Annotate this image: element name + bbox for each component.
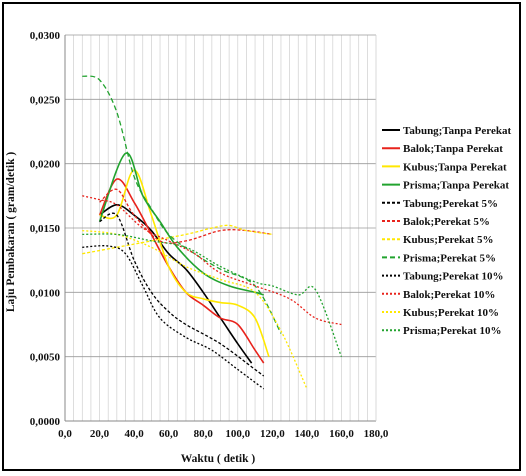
legend-label-tabung-tanpa-perekat: Tabung;Tanpa Perekat xyxy=(403,125,511,137)
x-tick-label: 60,0 xyxy=(159,428,179,440)
legend-label-prisma-perekat-5: Prisma;Perekat 5% xyxy=(403,252,496,264)
x-tick-label: 180,0 xyxy=(364,428,389,440)
x-tick-label: 20,0 xyxy=(90,428,110,440)
series-line-prisma-perekat-10 xyxy=(82,233,343,357)
chart-ticks: 0,0 20,0 40,0 60,0 80,0 100,0 120,0 140,0 160,0 1… xyxy=(30,30,389,440)
y-tick-label: 0,0050 xyxy=(30,352,61,364)
legend-label-balok-perekat-10: Balok;Perekat 10% xyxy=(403,289,495,301)
chart-frame xyxy=(2,2,521,471)
legend-label-prisma-perekat-10: Prisma;Perekat 10% xyxy=(403,325,501,337)
legend-label-tabung-perekat-10: Tabung;Perekat 10% xyxy=(403,271,504,283)
x-tick-label: 40,0 xyxy=(124,428,144,440)
series-line-tabung-perekat-10 xyxy=(82,245,265,390)
x-tick-label: 0,0 xyxy=(58,428,72,440)
series-line-kubus-tanpa-perekat xyxy=(99,169,270,357)
series-line-balok-tanpa-perekat xyxy=(98,178,265,364)
x-tick-label: 160,0 xyxy=(329,428,354,440)
x-tick-label: 80,0 xyxy=(194,428,214,440)
legend-label-balok-tanpa-perekat: Balok;Tanpa Perekat xyxy=(403,143,503,155)
legend-label-kubus-perekat-5: Kubus;Perekat 5% xyxy=(403,234,494,246)
y-tick-label: 0,0100 xyxy=(30,287,61,299)
chart-axes xyxy=(64,35,377,422)
x-tick-label: 120,0 xyxy=(260,428,285,440)
legend-label-balok-perekat-5: Balok;Perekat 5% xyxy=(403,216,490,228)
legend-label-tabung-perekat-5: Tabung;Perekat 5% xyxy=(403,198,498,210)
y-tick-label: 0,0200 xyxy=(30,159,61,171)
y-tick-label: 0,0150 xyxy=(30,223,61,235)
y-axis-title: Laju Pembakaran ( gram/detik ) xyxy=(5,152,17,313)
series-line-prisma-perekat-5 xyxy=(82,75,282,334)
x-tick-label: 100,0 xyxy=(225,428,250,440)
series-line-balok-perekat-10 xyxy=(82,195,342,326)
x-axis-title: Waktu ( detik ) xyxy=(181,453,256,465)
legend-label-kubus-perekat-10: Kubus;Perekat 10% xyxy=(403,307,499,319)
legend-label-prisma-tanpa-perekat: Prisma;Tanpa Perekat xyxy=(403,180,509,192)
y-tick-label: 0,0300 xyxy=(30,30,61,42)
series-line-kubus-perekat-5 xyxy=(82,224,273,255)
chart-gridlines xyxy=(65,34,376,421)
y-tick-label: 0,0000 xyxy=(30,416,61,428)
series-line-tabung-perekat-5 xyxy=(99,212,265,377)
y-tick-label: 0,0250 xyxy=(30,94,61,106)
chart-series xyxy=(82,75,343,390)
series-line-prisma-tanpa-perekat xyxy=(98,152,264,296)
legend-label-kubus-tanpa-perekat: Kubus;Tanpa Perekat xyxy=(403,161,507,173)
x-tick-label: 140,0 xyxy=(295,428,320,440)
chart-legend: Tabung;Tanpa Perekat Balok;Tanpa Perekat K… xyxy=(382,125,511,337)
